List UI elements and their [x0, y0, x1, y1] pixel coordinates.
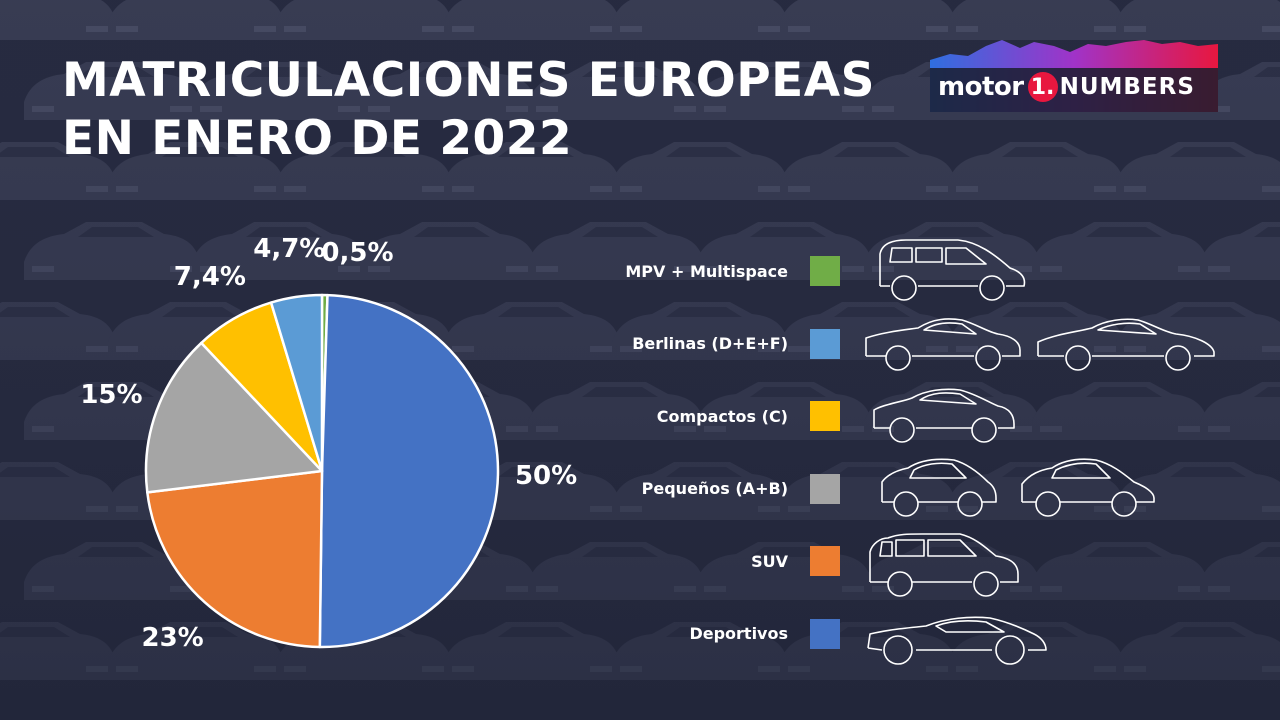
pie-slice-berlinas-d-e-f	[269, 293, 324, 473]
pie-label-deportivos: 0,5%	[321, 238, 394, 269]
legend-label: Pequeños (A+B)	[641, 479, 788, 498]
pie-label-mpv-multispace: 50%	[514, 460, 578, 491]
legend-label: Compactos (C)	[656, 406, 788, 426]
legend-item-mpv-multispace: MPV + Multispace	[480, 256, 840, 286]
legend-label: MPV + Multispace	[625, 261, 788, 281]
sports-car-icon	[867, 616, 1047, 665]
legend-item-compactos-c: Compactos (C)	[480, 401, 840, 431]
legend-item-berlinas-d-e-f: Berlinas (D+E+F)	[480, 328, 840, 359]
mpv-icon	[879, 239, 1026, 301]
chart-title: MATRICULACIONES EUROPEAS EN ENERO DE 202…	[62, 52, 875, 168]
logo-motor-text: motor	[938, 72, 1024, 102]
pie-label-suv: 23%	[141, 622, 204, 653]
legend-label: Berlinas (D+E+F)	[632, 334, 788, 353]
compact-car-icon	[873, 388, 1015, 443]
pie-slice-mpv-multispace	[318, 293, 500, 649]
sedan-icon-2	[1037, 318, 1215, 371]
legend-swatch	[810, 401, 840, 431]
motor1-numbers-logo	[930, 40, 1218, 112]
legend-swatch	[810, 546, 840, 576]
legend-swatch	[810, 618, 840, 649]
legend-label: Deportivos	[689, 624, 788, 643]
legend-swatch	[810, 473, 840, 504]
suv-icon	[869, 533, 1019, 597]
pie-label-pequenos-a-b: 15%	[80, 379, 143, 410]
logo-numbers-text: NUMBERS	[1059, 74, 1195, 100]
pie-label-berlinas-d-e-f: 4,7%	[253, 234, 326, 265]
logo-wordmark: motor 1. NUMBERS	[938, 70, 1195, 104]
car-type-icons	[865, 239, 1215, 665]
legend-swatch	[810, 328, 840, 359]
legend-item-pequenos-a-b: Pequeños (A+B)	[480, 473, 840, 504]
small-car-icon-2	[1021, 458, 1155, 517]
pie-slice-suv	[146, 469, 324, 649]
legend-swatch	[810, 256, 840, 286]
pie-slice-pequenos-a-b	[144, 341, 324, 494]
pie-label-compactos-c: 7,4%	[173, 262, 246, 293]
small-car-icon	[881, 458, 997, 517]
logo-badge: 1.	[1027, 72, 1058, 102]
legend-item-deportivos: Deportivos	[480, 618, 840, 649]
legend-label: SUV	[751, 551, 788, 571]
legend-item-suv: SUV	[480, 546, 840, 576]
sedan-icon	[865, 318, 1021, 371]
title-line-2: EN ENERO DE 2022	[62, 111, 573, 166]
title-line-1: MATRICULACIONES EUROPEAS	[62, 53, 875, 108]
